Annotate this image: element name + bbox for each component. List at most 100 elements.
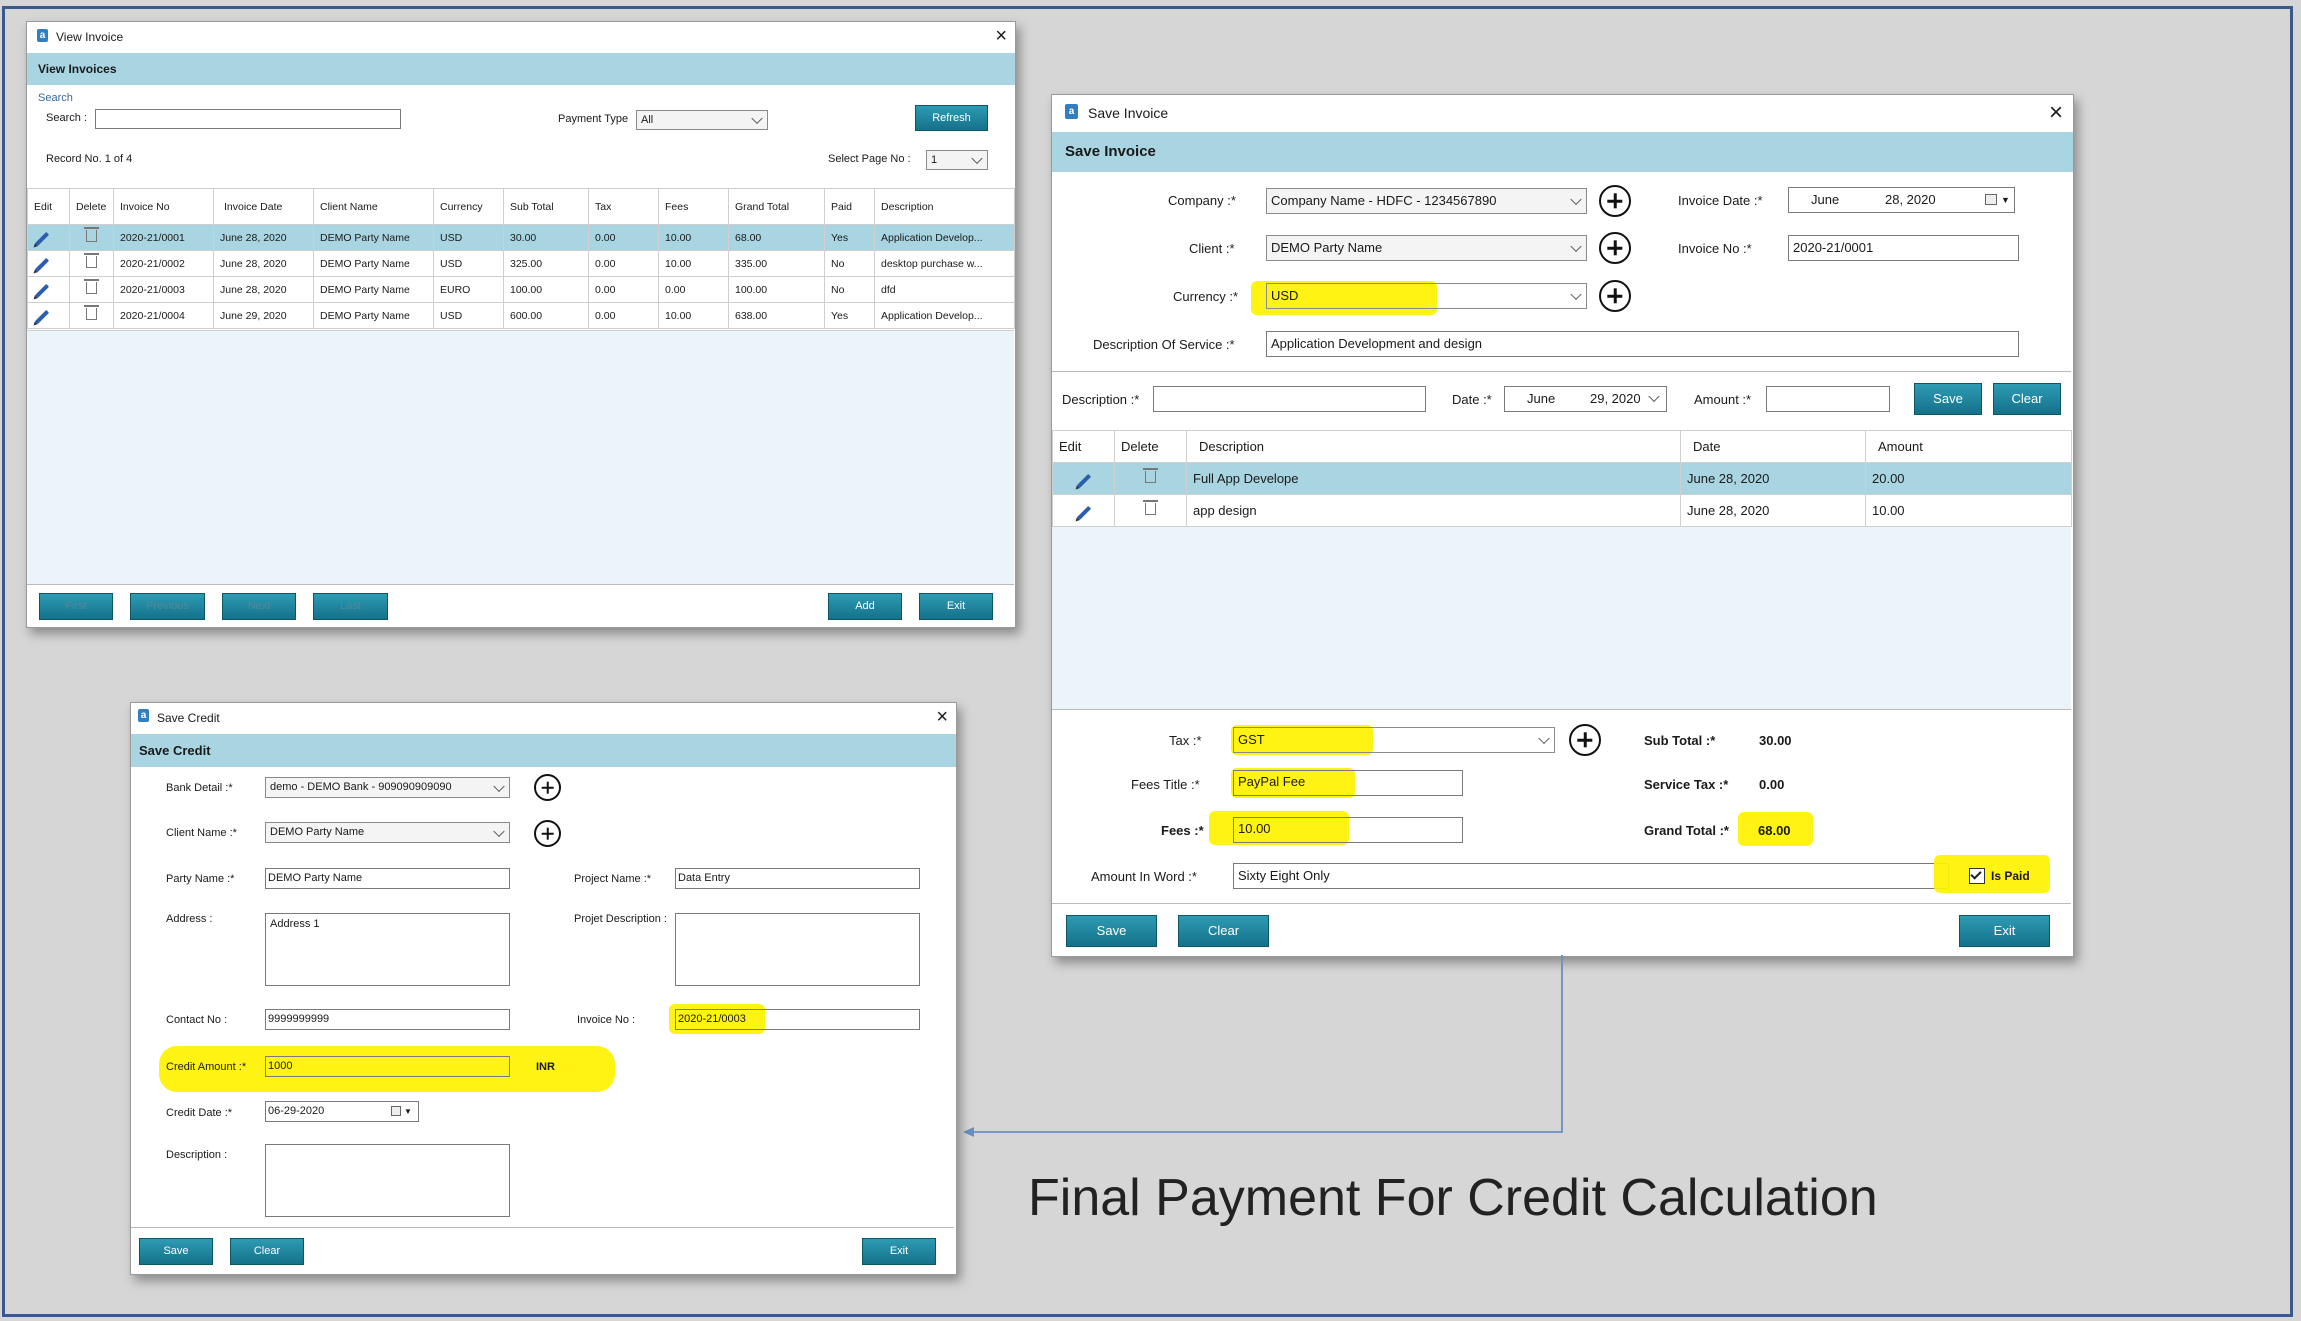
exit-button[interactable]: Exit [919,593,993,620]
pencil-icon[interactable] [1076,473,1091,489]
view-invoice-window: a View Invoice × View Invoices Search Se… [26,21,1016,628]
project-description-textarea[interactable] [675,913,920,986]
add-bank-icon[interactable] [534,774,561,801]
previous-button[interactable]: Previous [130,593,205,620]
exit-button[interactable]: Exit [1959,915,2050,947]
pencil-icon[interactable] [34,309,50,324]
window-title: Save Credit [157,711,220,725]
bank-detail-select[interactable]: demo - DEMO Bank - 909090909090 [265,777,510,798]
line-description-input[interactable] [1153,386,1426,412]
delete-cell[interactable] [1114,462,1187,495]
table-row[interactable]: 2020-21/0004 June 29, 2020 DEMO Party Na… [27,302,1015,329]
edit-cell[interactable] [27,302,70,329]
cell: 30.00 [503,224,589,251]
delete-cell[interactable] [1114,494,1187,527]
delete-cell[interactable] [69,250,114,277]
amount-in-word-label: Amount In Word :* [1091,869,1197,884]
save-button[interactable]: Save [1066,915,1157,947]
table-row[interactable]: 2020-21/0003 June 28, 2020 DEMO Party Na… [27,276,1015,303]
next-button[interactable]: Next [222,593,296,620]
search-input[interactable] [95,109,401,129]
description-textarea[interactable] [265,1144,510,1217]
add-currency-icon[interactable] [1599,280,1631,312]
cell: 0.00 [588,276,659,303]
invoice-no-input[interactable]: 2020-21/0001 [1788,235,2019,261]
cell: Full App Develope [1186,462,1681,495]
line-amount-input[interactable] [1766,386,1890,412]
description-of-service-input[interactable]: Application Development and design [1266,331,2019,357]
cell: USD [433,302,504,329]
edit-cell[interactable] [1052,462,1115,495]
cell: 2020-21/0001 [113,224,214,251]
trash-icon[interactable] [84,253,99,268]
first-button[interactable]: First [39,593,113,620]
close-icon[interactable]: × [2048,99,2063,126]
invoice-no-input[interactable]: 2020-21/0003 [675,1009,920,1030]
last-button[interactable]: Last [313,593,388,620]
trash-icon[interactable] [84,305,99,320]
save-credit-banner: Save Credit [131,734,956,767]
table-row[interactable]: Full App Develope June 28, 2020 20.00 [1052,462,2072,495]
trash-icon[interactable] [84,279,99,294]
company-select[interactable]: Company Name - HDFC - 1234567890 [1266,188,1587,214]
fees-title-input[interactable]: PayPal Fee [1233,770,1463,796]
col-header: Invoice No [113,188,214,225]
payment-type-select[interactable]: All [636,110,768,130]
clear-button[interactable]: Clear [230,1238,304,1265]
edit-cell[interactable] [27,224,70,251]
trash-icon[interactable] [1143,468,1158,483]
page-select[interactable]: 1 [926,150,988,170]
line-date-picker[interactable]: June 29, 2020 [1504,386,1667,412]
save-button[interactable]: Save [139,1238,213,1265]
add-client-icon[interactable] [534,820,561,847]
edit-cell[interactable] [1052,494,1115,527]
edit-cell[interactable] [27,276,70,303]
contact-no-input[interactable]: 9999999999 [265,1009,510,1030]
clear-button[interactable]: Clear [1178,915,1269,947]
credit-date-picker[interactable]: 06-29-2020 ▼ [265,1101,419,1122]
delete-cell[interactable] [69,276,114,303]
cell: 10.00 [658,250,729,277]
tax-select[interactable]: GST [1233,727,1555,753]
add-tax-icon[interactable] [1569,724,1601,756]
trash-icon[interactable] [84,227,99,242]
line-save-button[interactable]: Save [1914,383,1982,415]
delete-cell[interactable] [69,302,114,329]
add-company-icon[interactable] [1599,185,1631,217]
party-name-input[interactable]: DEMO Party Name [265,868,510,889]
client-name-select[interactable]: DEMO Party Name [265,822,510,843]
client-select[interactable]: DEMO Party Name [1266,235,1587,261]
calendar-icon[interactable] [391,1106,401,1116]
pencil-icon[interactable] [34,257,50,272]
pencil-icon[interactable] [1076,505,1091,521]
pencil-icon[interactable] [34,231,50,246]
edit-cell[interactable] [27,250,70,277]
close-icon[interactable]: × [995,25,1007,47]
exit-button[interactable]: Exit [862,1238,936,1265]
amount-in-word-input[interactable]: Sixty Eight Only [1233,863,1949,889]
is-paid-checkbox[interactable] [1969,868,1985,884]
chevron-down-icon: ▼ [2001,195,2010,205]
add-client-icon[interactable] [1599,232,1631,264]
credit-amount-input[interactable]: 1000 [265,1056,510,1077]
pencil-icon[interactable] [34,283,50,298]
tax-highlight [1231,725,1373,755]
table-row[interactable]: app design June 28, 2020 10.00 [1052,494,2072,527]
table-row[interactable]: 2020-21/0002 June 28, 2020 DEMO Party Na… [27,250,1015,277]
trash-icon[interactable] [1143,500,1158,515]
add-button[interactable]: Add [828,593,902,620]
currency-value: USD [1271,288,1299,303]
line-clear-button[interactable]: Clear [1993,383,2061,415]
delete-cell[interactable] [69,224,114,251]
project-name-input[interactable]: Data Entry [675,868,920,889]
calendar-icon[interactable] [1985,194,1997,205]
table-row[interactable]: 2020-21/0001 June 28, 2020 DEMO Party Na… [27,224,1015,251]
currency-select[interactable]: USD [1266,283,1587,309]
invoice-date-picker[interactable]: June 28, 2020 ▼ [1788,187,2015,213]
view-invoice-titlebar: a View Invoice × [27,22,1015,52]
fees-input[interactable]: 10.00 [1233,817,1463,843]
address-textarea[interactable]: Address 1 [265,913,510,986]
close-icon[interactable]: × [936,706,948,728]
refresh-button[interactable]: Refresh [915,105,988,131]
save-invoice-titlebar: a Save Invoice × [1052,95,2073,131]
